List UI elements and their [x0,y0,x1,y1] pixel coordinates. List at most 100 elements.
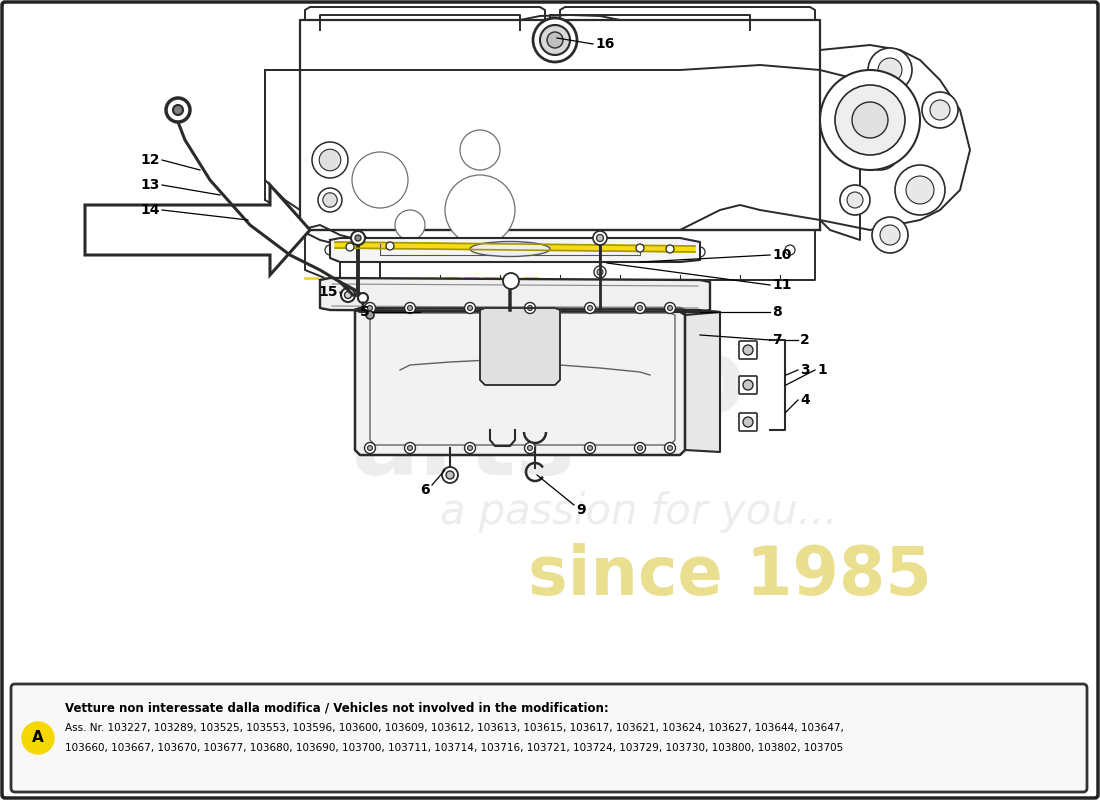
Circle shape [880,225,900,245]
Circle shape [695,247,705,257]
Text: arts: arts [352,399,576,497]
Circle shape [668,306,672,310]
Circle shape [742,380,754,390]
Circle shape [906,176,934,204]
Circle shape [446,175,515,245]
Circle shape [593,231,607,245]
Circle shape [395,210,425,240]
Circle shape [318,188,342,212]
Circle shape [468,306,473,310]
Circle shape [312,142,348,178]
Circle shape [358,293,368,303]
Circle shape [860,130,900,170]
Circle shape [405,302,416,314]
Circle shape [666,245,674,253]
Circle shape [355,235,361,241]
Circle shape [587,306,593,310]
Text: 1: 1 [817,363,827,377]
Circle shape [22,722,54,754]
Text: a passion for you...: a passion for you... [440,491,837,533]
Text: 16: 16 [595,37,615,51]
Circle shape [785,245,795,255]
Circle shape [407,306,412,310]
Circle shape [868,48,912,92]
Circle shape [635,302,646,314]
Circle shape [354,239,366,251]
Circle shape [596,234,604,242]
Circle shape [594,266,606,278]
Polygon shape [336,242,695,252]
Circle shape [322,193,338,207]
Text: 4: 4 [800,393,810,407]
Circle shape [840,185,870,215]
Polygon shape [85,185,310,275]
Polygon shape [480,308,560,385]
Text: 10: 10 [772,248,791,262]
FancyBboxPatch shape [11,684,1087,792]
Circle shape [835,85,905,155]
Circle shape [173,105,183,115]
Ellipse shape [470,242,550,257]
Circle shape [930,100,950,120]
Text: 14: 14 [141,203,160,217]
FancyBboxPatch shape [739,376,757,394]
Text: 103660, 103667, 103670, 103677, 103680, 103690, 103700, 103711, 103714, 103716, : 103660, 103667, 103670, 103677, 103680, … [65,743,844,753]
Circle shape [668,446,672,450]
Circle shape [584,442,595,454]
Circle shape [922,92,958,128]
Circle shape [166,98,190,122]
Circle shape [878,58,902,82]
Circle shape [503,273,519,289]
Circle shape [324,245,336,255]
Circle shape [847,192,864,208]
Circle shape [386,242,394,250]
Circle shape [635,442,646,454]
FancyBboxPatch shape [739,413,757,431]
Circle shape [350,235,370,255]
Text: 3: 3 [800,363,810,377]
Circle shape [319,149,341,170]
Circle shape [367,306,373,310]
Text: europ: europ [418,335,747,433]
Circle shape [638,306,642,310]
Circle shape [395,247,405,257]
Circle shape [584,302,595,314]
Text: 7: 7 [772,333,782,347]
Text: since 1985: since 1985 [528,543,932,609]
Text: 13: 13 [141,178,160,192]
Circle shape [446,471,454,479]
Polygon shape [320,278,710,312]
Circle shape [460,130,500,170]
Circle shape [468,446,473,450]
Circle shape [407,446,412,450]
Circle shape [464,302,475,314]
Text: 5: 5 [361,305,370,319]
Circle shape [636,244,644,252]
Circle shape [547,32,563,48]
Circle shape [364,442,375,454]
Circle shape [528,306,532,310]
Circle shape [442,467,458,483]
Polygon shape [685,310,720,452]
Text: 15: 15 [319,285,338,299]
Circle shape [742,417,754,427]
Text: 11: 11 [772,278,792,292]
Text: 9: 9 [576,503,585,517]
Circle shape [364,302,375,314]
Circle shape [852,102,888,138]
Circle shape [344,291,352,298]
Circle shape [540,25,570,55]
Text: 12: 12 [141,153,160,167]
Circle shape [872,217,908,253]
Circle shape [597,269,603,275]
Text: Vetture non interessate dalla modifica / Vehicles not involved in the modificati: Vetture non interessate dalla modifica /… [65,702,608,714]
Circle shape [525,442,536,454]
Circle shape [405,442,416,454]
Circle shape [664,442,675,454]
Circle shape [346,243,354,251]
Text: 2: 2 [800,333,810,347]
Circle shape [820,70,920,170]
Text: A: A [32,730,44,746]
Circle shape [869,139,891,161]
Circle shape [664,302,675,314]
